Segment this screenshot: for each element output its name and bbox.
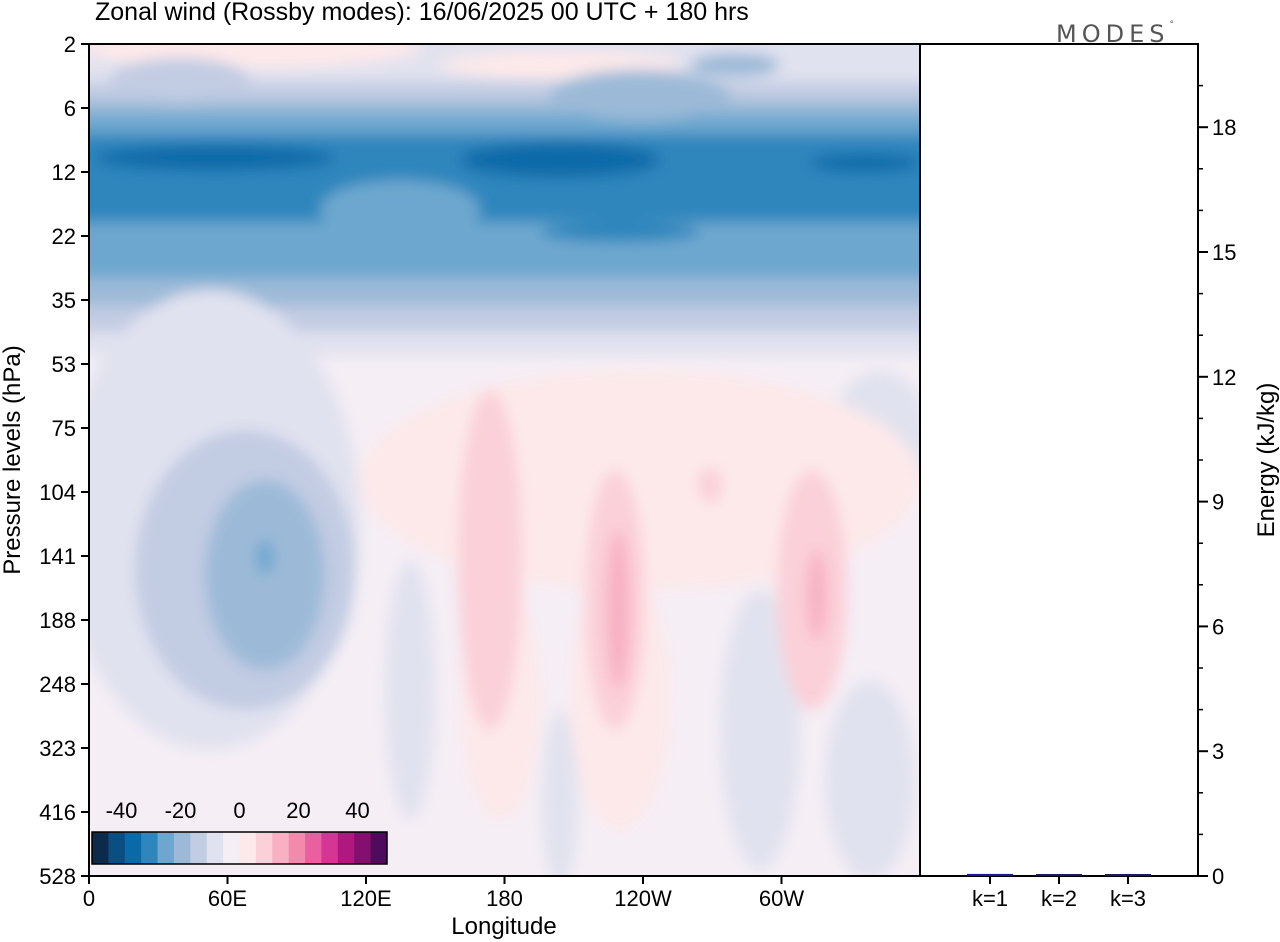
y-tick-label: 528	[39, 864, 76, 889]
colorbar-swatch	[370, 832, 388, 864]
colorbar-tick-label: 40	[345, 798, 369, 823]
heatmap-field	[89, 44, 920, 876]
colorbar-swatch	[239, 832, 257, 864]
y-tick-label: 141	[39, 544, 76, 569]
colorbar-swatch	[321, 832, 339, 864]
colorbar-swatch	[288, 832, 306, 864]
colorbar-swatch	[173, 832, 191, 864]
colorbar-outline	[91, 831, 388, 865]
x-axis: 0 60E 120E 180 120W 60W	[83, 876, 804, 911]
y-axis: 2 6 12 22 35 53 75 104 141 188 248 323 416 528	[39, 32, 89, 889]
colorbar-tick-label: 0	[233, 798, 245, 823]
energy-tick-label: 0	[1212, 864, 1224, 889]
x-tick-label: 120W	[614, 886, 672, 911]
y-tick-label: 188	[39, 608, 76, 633]
colorbar-tick-label: -20	[165, 798, 197, 823]
energy-category-label: k=1	[972, 886, 1008, 911]
energy-category-label: k=2	[1041, 886, 1077, 911]
colorbar-swatch	[124, 832, 142, 864]
colorbar-swatch	[157, 832, 175, 864]
colorbar-swatch	[337, 832, 355, 864]
colorbar-swatch	[305, 832, 322, 864]
x-axis-title: Longitude	[451, 913, 556, 940]
colorbar-swatch	[255, 832, 273, 864]
colorbar-swatch	[190, 832, 208, 864]
energy-tick-label: 3	[1212, 739, 1224, 764]
x-tick-label: 0	[83, 886, 95, 911]
colorbar-swatch	[354, 832, 372, 864]
energy-tick-label: 6	[1212, 614, 1224, 639]
colorbar-tick-label: -40	[106, 798, 138, 823]
energy-axis: 0 3 6 9 12 15 18	[1198, 84, 1236, 889]
logo-mark: °	[1169, 20, 1174, 30]
y-tick-label: 248	[39, 672, 76, 697]
colorbar-swatch	[92, 832, 109, 864]
energy-bar	[967, 873, 1013, 876]
colorbar-swatch	[206, 832, 224, 864]
y-tick-label: 53	[52, 352, 76, 377]
x-tick-label: 60E	[208, 886, 247, 911]
energy-tick-label: 9	[1212, 490, 1224, 515]
y-tick-label: 35	[52, 288, 76, 313]
energy-tick-label: 12	[1212, 365, 1236, 390]
x-tick-label: 120E	[340, 886, 391, 911]
y-tick-label: 416	[39, 800, 76, 825]
energy-tick-label: 15	[1212, 240, 1236, 265]
energy-axis-title: Energy (kJ/kg)	[1253, 383, 1280, 538]
energy-tick-label: 18	[1212, 115, 1236, 140]
colorbar-swatch	[108, 832, 126, 864]
y-tick-label: 75	[52, 416, 76, 441]
colorbar-swatch	[272, 832, 290, 864]
chart-title: Zonal wind (Rossby modes): 16/06/2025 00…	[95, 0, 749, 26]
y-tick-label: 12	[52, 160, 76, 185]
y-tick-label: 104	[39, 480, 76, 505]
energy-category-label: k=3	[1110, 886, 1146, 911]
energy-bars: k=1 k=2 k=3	[967, 873, 1151, 911]
x-tick-label: 180	[486, 886, 523, 911]
energy-panel-frame	[919, 43, 1199, 877]
colorbar: -40 -20 0 20 40	[88, 797, 391, 870]
x-tick-label: 60W	[759, 886, 804, 911]
energy-bar	[1036, 874, 1082, 876]
energy-bar	[1105, 874, 1151, 876]
colorbar-tick-label: 20	[286, 798, 310, 823]
y-tick-label: 2	[64, 32, 76, 57]
y-tick-label: 323	[39, 736, 76, 761]
y-axis-title: Pressure levels (hPa)	[0, 345, 26, 574]
y-tick-label: 6	[64, 96, 76, 121]
colorbar-swatch	[141, 832, 159, 864]
y-tick-label: 22	[52, 224, 76, 249]
colorbar-swatch	[223, 832, 240, 864]
